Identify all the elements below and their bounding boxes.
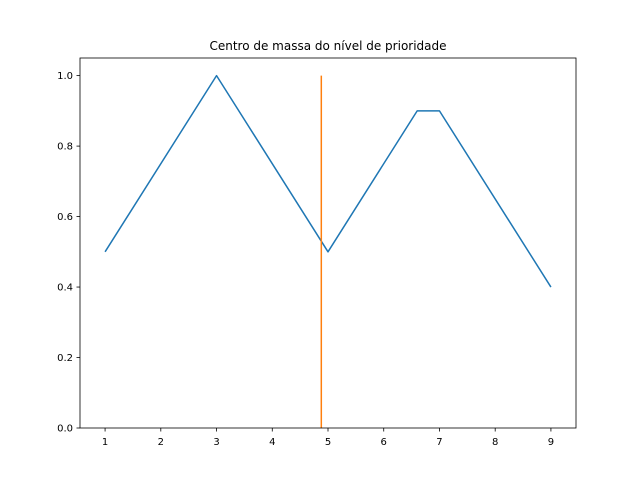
chart-title: Centro de massa do nível de prioridade <box>209 39 446 53</box>
y-tick-label: 0.2 <box>57 353 73 364</box>
y-tick-label: 0.8 <box>57 142 73 153</box>
x-tick-label: 2 <box>158 437 164 448</box>
x-tick-label: 8 <box>492 437 498 448</box>
x-axis: 1 2 3 4 5 6 7 8 9 <box>102 428 554 448</box>
x-tick-label: 1 <box>102 437 108 448</box>
y-tick-label: 0.4 <box>57 283 73 294</box>
y-tick-label: 0.0 <box>57 424 73 435</box>
x-tick-label: 4 <box>269 437 275 448</box>
plot-lines <box>104 74 552 428</box>
series-line-1 <box>104 74 552 288</box>
y-tick-label: 0.6 <box>57 212 73 223</box>
x-tick-label: 6 <box>381 437 387 448</box>
axes-frame <box>79 57 577 429</box>
y-tick-label: 1.0 <box>57 71 73 82</box>
x-tick-label: 7 <box>436 437 442 448</box>
x-tick-label: 9 <box>548 437 554 448</box>
x-tick-label: 5 <box>325 437 331 448</box>
x-tick-label: 3 <box>213 437 219 448</box>
y-axis: 0.0 0.2 0.4 0.6 0.8 1.0 <box>57 71 80 435</box>
